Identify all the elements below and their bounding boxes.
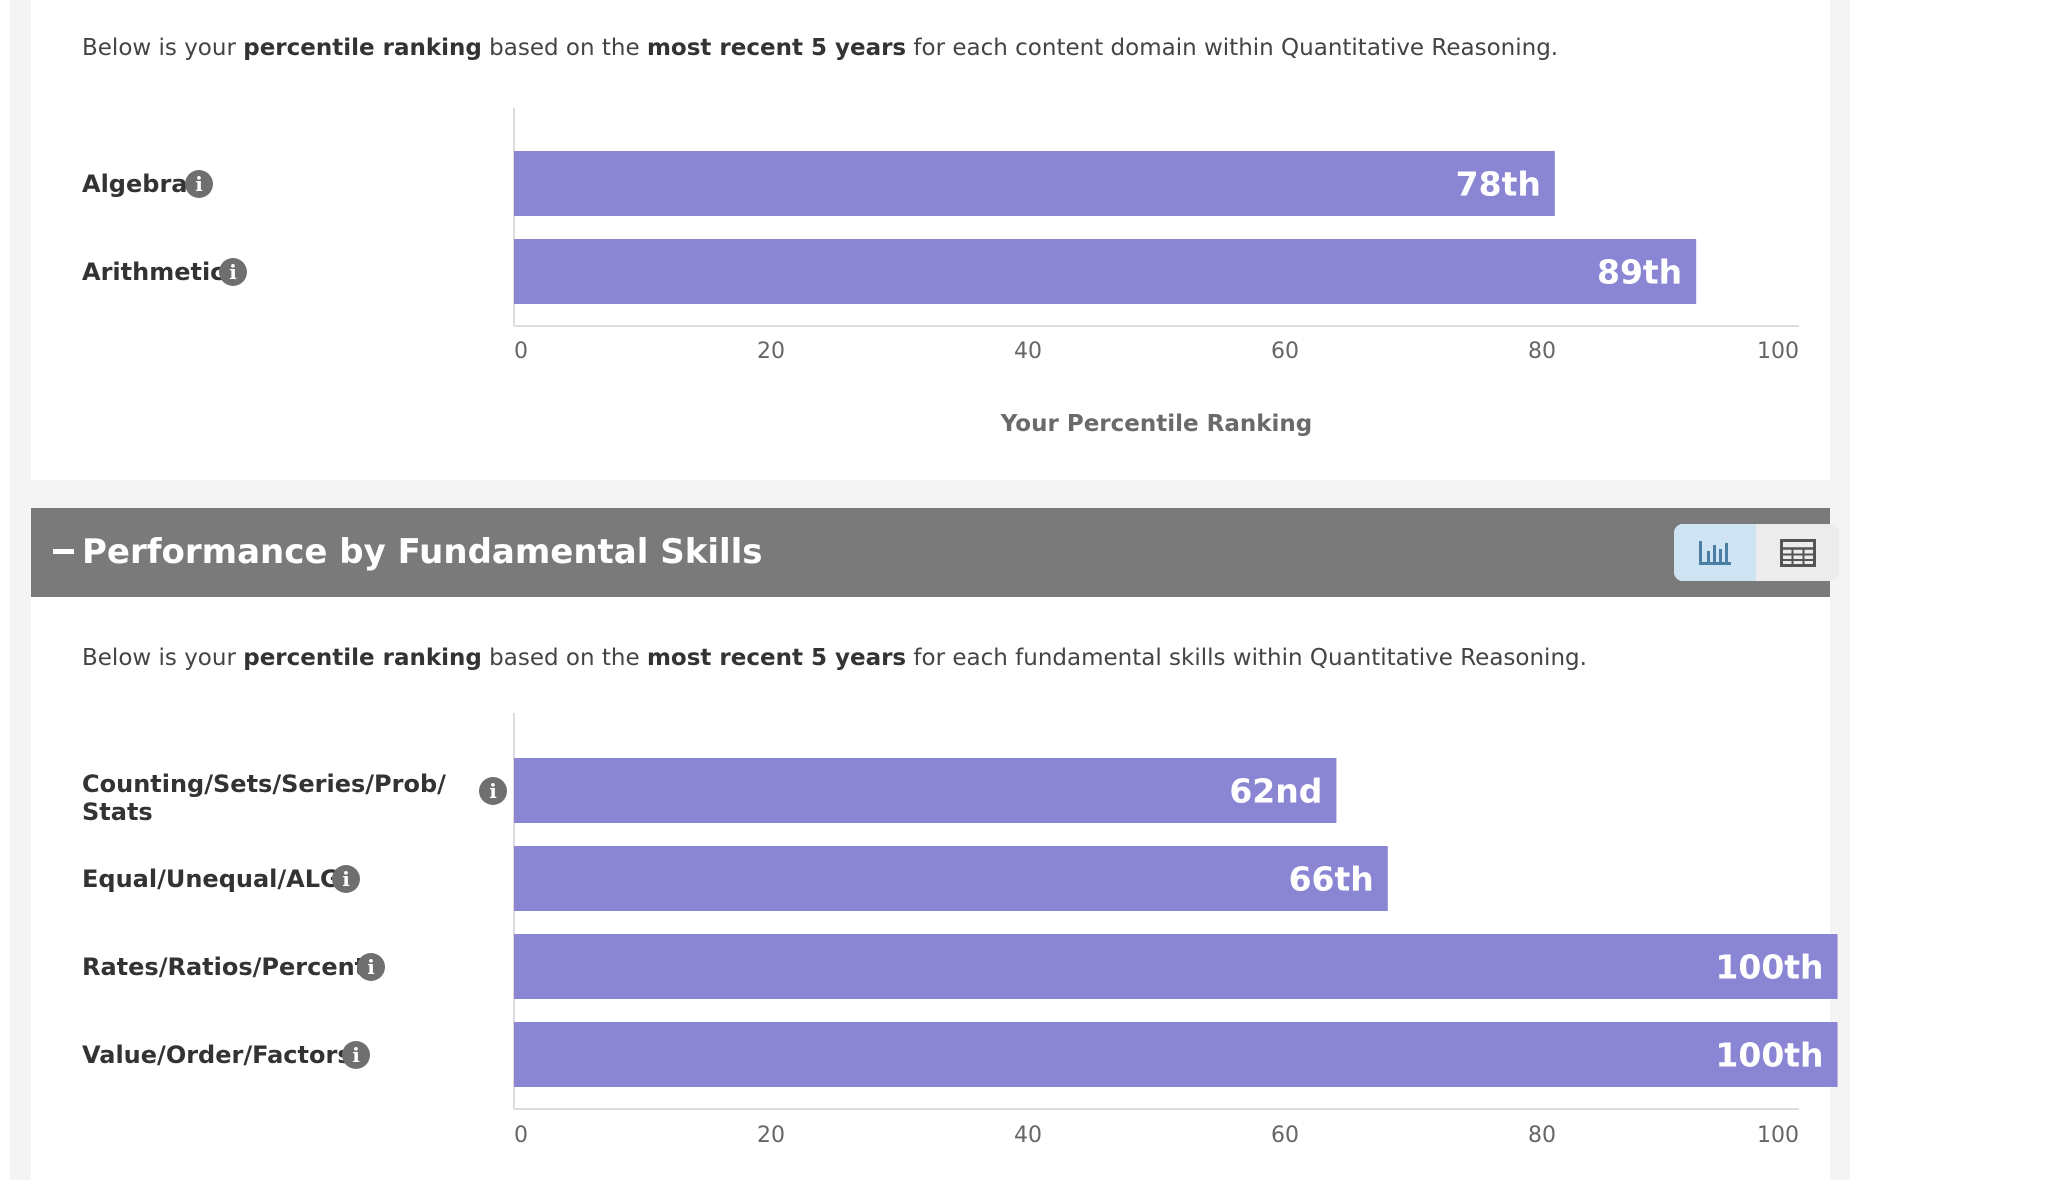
- info-icon[interactable]: i: [185, 170, 213, 198]
- chart-view-button[interactable]: [1674, 524, 1756, 581]
- x-axis-title: Your Percentile Ranking: [1000, 411, 1312, 437]
- bar: [514, 239, 1697, 304]
- info-icon[interactable]: i: [357, 953, 385, 981]
- bar-value-label: 100th: [1715, 948, 1823, 987]
- bar: [514, 151, 1555, 216]
- x-tick-label: 0: [514, 339, 528, 364]
- content-domain-intro: Below is your percentile ranking based o…: [82, 35, 1559, 61]
- category-label: Equal/Unequal/ALG: [82, 865, 340, 893]
- info-icon[interactable]: i: [332, 865, 360, 893]
- x-tick-label: 40: [1014, 339, 1042, 364]
- x-tick-label: 20: [757, 1123, 785, 1148]
- bar: [514, 758, 1337, 823]
- fundamental-skills-panel: Below is your percentile ranking based o…: [31, 597, 1838, 1180]
- bar: [514, 934, 1838, 999]
- table-icon: [1780, 538, 1816, 567]
- x-tick-label: 0: [514, 1123, 528, 1148]
- table-view-button[interactable]: [1757, 524, 1839, 581]
- category-label: Algebra: [82, 170, 188, 198]
- info-icon[interactable]: i: [342, 1041, 370, 1069]
- bar: [514, 1022, 1838, 1087]
- x-tick-label: 60: [1271, 339, 1299, 364]
- category-label: Rates/Ratios/Percent: [82, 953, 367, 981]
- page-left-strip: [0, 0, 10, 1180]
- view-toggle: [1674, 524, 1839, 581]
- category-label: Counting/Sets/Series/Prob/ Stats: [82, 770, 446, 826]
- category-label: Value/Order/Factors: [82, 1041, 352, 1069]
- bar-chart-icon: [1699, 540, 1731, 565]
- fundamental-skills-chart: 62nd 66th 100th 100th 0 20 40 60 80 100: [513, 713, 1838, 1148]
- info-icon[interactable]: i: [219, 258, 247, 286]
- x-tick-label: 100: [1757, 1123, 1799, 1148]
- fundamental-skills-intro: Below is your percentile ranking based o…: [82, 645, 1587, 671]
- collapse-icon[interactable]: [53, 549, 74, 554]
- bar-value-label: 62nd: [1229, 772, 1322, 811]
- content-domain-panel: Below is your percentile ranking based o…: [31, 0, 1830, 480]
- bar-value-label: 78th: [1456, 165, 1541, 204]
- x-tick-label: 100: [1757, 339, 1799, 364]
- fundamental-skills-header[interactable]: Performance by Fundamental Skills: [31, 508, 1839, 597]
- bar-value-label: 66th: [1289, 860, 1374, 899]
- bar-value-label: 89th: [1597, 253, 1682, 292]
- x-tick-label: 40: [1014, 1123, 1042, 1148]
- bar: [514, 846, 1388, 911]
- info-icon[interactable]: i: [479, 777, 507, 805]
- x-tick-label: 20: [757, 339, 785, 364]
- page-right-strip: [1850, 0, 2048, 1180]
- x-tick-label: 60: [1271, 1123, 1299, 1148]
- x-tick-label: 80: [1528, 1123, 1556, 1148]
- x-tick-label: 80: [1528, 339, 1556, 364]
- bar-value-label: 100th: [1715, 1036, 1823, 1075]
- category-label: Arithmetic: [82, 258, 225, 286]
- content-domain-chart: 78th 89th 0 20 40 60 80 100 Your Percentile Rank…: [513, 108, 1799, 437]
- section-title: Performance by Fundamental Skills: [82, 532, 763, 572]
